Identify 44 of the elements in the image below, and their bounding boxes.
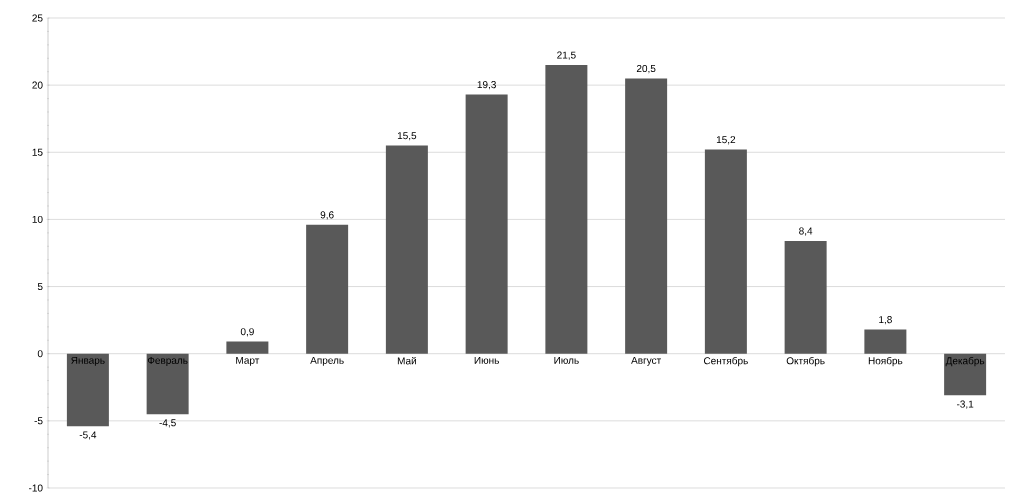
y-tick-label: -10 xyxy=(28,484,43,492)
data-label: 20,5 xyxy=(636,64,656,74)
x-tick-label: Ноябрь xyxy=(868,356,903,367)
x-tick-label: Февраль xyxy=(147,356,188,366)
x-tick-label: Апрель xyxy=(310,356,344,366)
x-tick-label: Август xyxy=(631,356,662,366)
x-tick-label: Январь xyxy=(71,356,105,366)
y-tick-label: 20 xyxy=(32,81,43,89)
data-label: 0,9 xyxy=(240,328,254,337)
bar xyxy=(625,78,668,354)
x-tick-label: Март xyxy=(236,356,260,366)
data-label: 9,6 xyxy=(320,211,334,220)
x-tick-label: Июль xyxy=(554,356,579,364)
x-tick-label: Октябрь xyxy=(786,356,825,367)
bar xyxy=(784,240,827,354)
data-label: 21,5 xyxy=(557,51,576,60)
x-tick-label: Сентябрь xyxy=(703,356,748,367)
y-tick-label: 0 xyxy=(37,350,43,358)
y-tick-label: 15 xyxy=(32,148,43,156)
data-label: 1,8 xyxy=(879,316,892,325)
data-label: 15,2 xyxy=(716,136,736,145)
y-tick-label: -5 xyxy=(34,417,43,425)
y-tick-label: 10 xyxy=(32,215,43,223)
y-tick-label: 5 xyxy=(37,283,43,291)
bar xyxy=(66,353,109,427)
bar xyxy=(465,94,508,354)
data-label: -5,4 xyxy=(79,431,97,440)
x-tick-label: Декабрь xyxy=(945,356,985,367)
bar xyxy=(545,64,588,354)
bar xyxy=(226,341,269,354)
x-tick-label: Май xyxy=(397,356,416,365)
y-tick-label: 25 xyxy=(32,14,43,22)
data-label: -4,5 xyxy=(159,419,176,428)
data-label: 15,5 xyxy=(397,132,417,141)
bar xyxy=(864,329,907,354)
bar xyxy=(704,149,747,354)
bar xyxy=(385,145,428,354)
x-tick-label: Июнь xyxy=(474,356,499,364)
data-label: -3,1 xyxy=(956,400,974,409)
data-label: 8,4 xyxy=(799,227,813,236)
bar xyxy=(306,224,349,354)
data-label: 19,3 xyxy=(477,81,496,90)
bar xyxy=(146,353,189,415)
bar xyxy=(944,353,987,396)
